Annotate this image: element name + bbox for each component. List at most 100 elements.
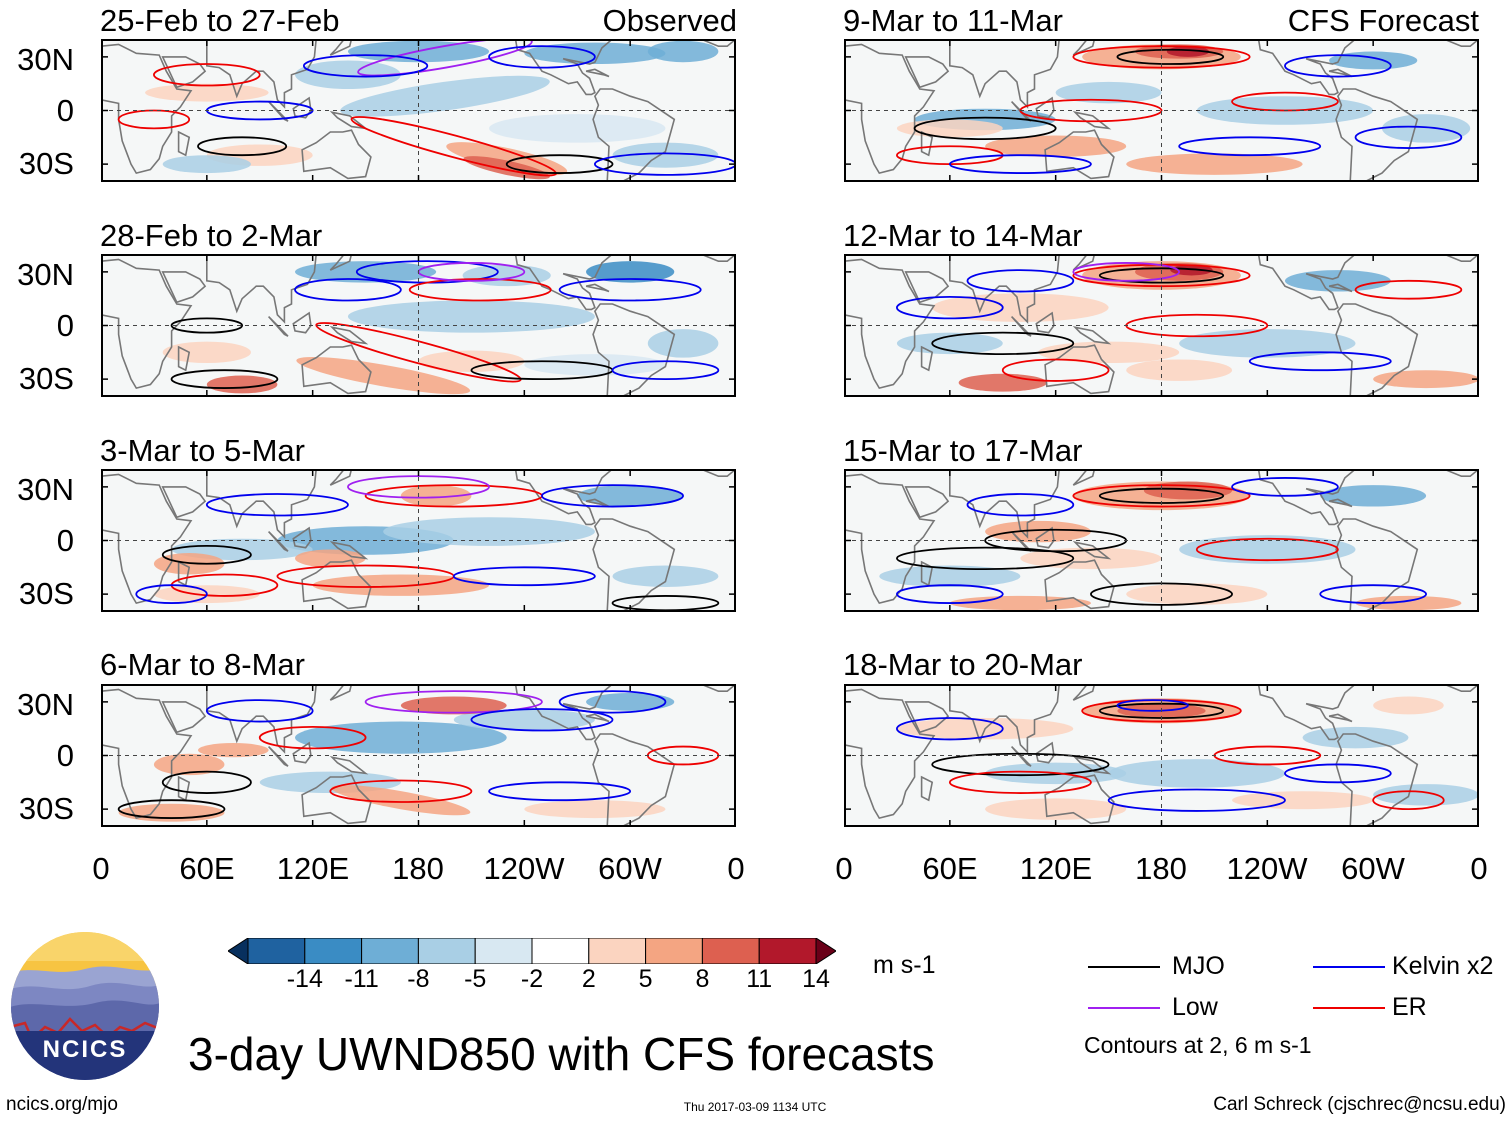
coastline	[329, 540, 369, 560]
coastline	[1335, 88, 1419, 182]
author-credit: Carl Schreck (cjschrec@ncsu.edu)	[1213, 1094, 1506, 1115]
wind-anomaly-patch	[312, 574, 490, 596]
coastline	[101, 43, 193, 175]
legend-low-label: Low	[1172, 993, 1218, 1021]
wind-anomaly-patch	[1179, 329, 1356, 358]
wind-anomaly-patch	[1126, 153, 1303, 175]
x-tick-label: 0	[92, 851, 110, 886]
coastline	[301, 129, 372, 180]
wind-anomaly-patch	[383, 517, 595, 546]
wind-anomaly-patch	[1373, 696, 1444, 715]
coastline	[1011, 746, 1032, 767]
wind-anomaly-patch	[985, 520, 1091, 543]
y-tick-label: 30S	[18, 361, 74, 396]
mjo-contour	[505, 154, 614, 174]
colorbar-swatch	[247, 938, 306, 964]
wind-anomaly-patch	[1373, 370, 1479, 389]
low-contour	[357, 39, 533, 77]
kelvin-contour	[1319, 584, 1427, 604]
wind-anomaly-patch	[400, 696, 507, 715]
wind-anomaly-patch	[198, 742, 269, 758]
coastline	[101, 258, 193, 390]
coastline	[329, 684, 353, 701]
kelvin-contour	[294, 278, 402, 302]
panel-6-title: 12-Mar to 14-Mar	[843, 218, 1083, 253]
coastline	[514, 469, 614, 526]
kelvin-contour	[1178, 136, 1322, 157]
coastline	[329, 254, 353, 271]
coastline	[514, 684, 614, 741]
kelvin-contour	[488, 45, 596, 69]
map-panel-1	[101, 39, 736, 182]
wind-anomaly-patch	[1020, 547, 1162, 570]
wind-anomaly-patch	[1055, 81, 1162, 104]
x-tick-label: 0	[1470, 851, 1488, 886]
coastline	[904, 701, 950, 734]
low-contour	[1072, 262, 1181, 282]
coastline	[1257, 254, 1357, 311]
wind-anomaly-patch	[577, 485, 684, 507]
coastline	[268, 101, 289, 122]
mjo-contour	[170, 317, 244, 334]
coastline	[592, 733, 676, 827]
site-link[interactable]: ncics.org/mjo	[6, 1094, 118, 1115]
coastline	[514, 39, 614, 96]
coastline	[329, 110, 369, 130]
coastline	[206, 39, 318, 109]
coastline	[1335, 733, 1419, 827]
wind-anomaly-patch	[1170, 264, 1213, 276]
coastline	[1443, 469, 1479, 477]
map-panel-2	[101, 254, 736, 397]
coastline	[1072, 39, 1096, 56]
wind-anomaly-patch	[1143, 481, 1233, 500]
coastline	[1328, 713, 1353, 723]
wind-anomaly-patch	[1108, 759, 1285, 788]
map-panel-6	[844, 254, 1479, 397]
wind-anomaly-patch	[1355, 595, 1462, 611]
wind-anomaly-patch	[1126, 359, 1233, 381]
er-contour	[153, 63, 261, 87]
coastline	[844, 43, 936, 175]
colorbar-tick-label: -14	[286, 965, 323, 993]
colorbar-tick-label: 11	[746, 965, 773, 993]
legend-low-line	[1088, 1007, 1160, 1009]
mjo-contour	[896, 546, 1075, 571]
x-tick-label: 120W	[483, 851, 565, 886]
x-tick-label: 60E	[179, 851, 235, 886]
wind-anomaly-patch	[586, 692, 675, 711]
x-tick-label: 180	[392, 851, 444, 886]
er-contour	[948, 770, 1092, 794]
mjo-contour	[170, 369, 279, 389]
coastline	[904, 56, 950, 89]
kelvin-contour	[966, 493, 1075, 517]
colorbar-swatch	[758, 938, 817, 964]
kelvin-contour	[1284, 54, 1392, 78]
coastline	[1035, 741, 1055, 764]
legend-kelvin-line	[1313, 966, 1385, 968]
coastline	[1257, 469, 1357, 526]
panel-8-title: 18-Mar to 20-Mar	[843, 647, 1083, 682]
coastline	[206, 254, 318, 324]
y-tick-label: 30S	[18, 146, 74, 181]
kelvin-contour	[896, 584, 1004, 604]
wind-anomaly-patch	[340, 75, 550, 117]
coastline	[904, 271, 950, 304]
mjo-contour	[931, 331, 1075, 356]
y-tick-label: 30N	[17, 257, 74, 292]
colorbar-swatch	[417, 938, 476, 964]
coastline	[301, 559, 372, 610]
wind-anomaly-patch	[958, 373, 1047, 392]
wind-anomaly-patch	[647, 40, 719, 63]
coastline	[1257, 684, 1357, 741]
y-tick-label: 30N	[17, 472, 74, 507]
coastline	[949, 39, 1061, 109]
low-contour	[364, 690, 543, 714]
coastline	[1257, 39, 1357, 96]
wind-anomaly-patch	[985, 135, 1127, 157]
panel-1-title: 25-Feb to 27-Feb	[100, 3, 340, 38]
coastline	[700, 469, 736, 477]
kelvin-contour	[205, 699, 314, 723]
colorbar-tick-label: -11	[344, 965, 379, 993]
coastline	[1035, 311, 1055, 334]
coastline	[161, 271, 207, 304]
